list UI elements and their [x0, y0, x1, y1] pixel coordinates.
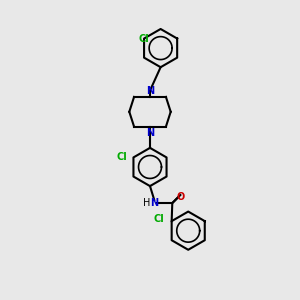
Text: N: N — [150, 198, 158, 208]
Text: H: H — [143, 198, 151, 208]
Text: Cl: Cl — [139, 34, 149, 44]
Text: Cl: Cl — [116, 152, 127, 162]
Text: O: O — [177, 192, 185, 202]
Text: Cl: Cl — [154, 214, 164, 224]
Text: N: N — [146, 128, 154, 138]
Text: N: N — [146, 86, 154, 96]
